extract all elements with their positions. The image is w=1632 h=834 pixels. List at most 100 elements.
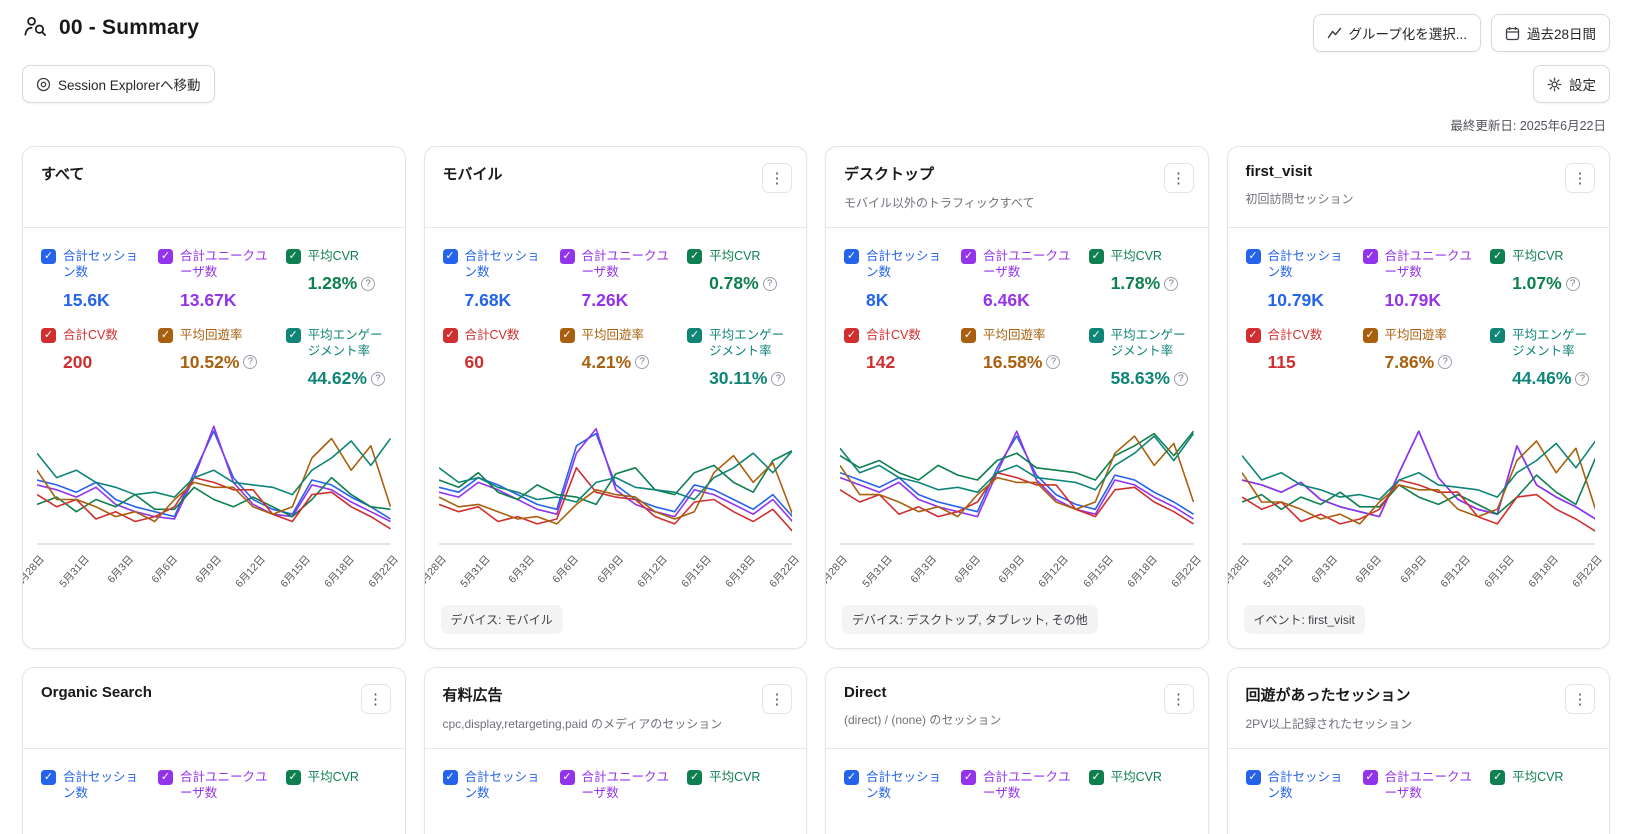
checkbox-icon[interactable]: ✓ [961, 249, 977, 264]
group-select-button[interactable]: グループ化を選択... [1312, 14, 1481, 52]
checkbox-icon[interactable]: ✓ [1245, 770, 1261, 785]
checkbox-icon[interactable]: ✓ [687, 770, 703, 785]
checkbox-icon[interactable]: ✓ [559, 249, 575, 264]
checkbox-icon[interactable]: ✓ [961, 770, 977, 785]
metric-toggle[interactable]: ✓ 平均エンゲージメント率 [285, 327, 391, 360]
session-explorer-button[interactable]: Session Explorerへ移動 [22, 65, 215, 103]
checkbox-icon[interactable]: ✓ [1362, 327, 1378, 343]
checkbox-icon[interactable]: ✓ [285, 249, 301, 264]
metric-toggle[interactable]: ✓ 合計ユニークユーザ数 [158, 248, 276, 281]
checkbox-icon[interactable]: ✓ [41, 249, 56, 264]
checkbox-icon[interactable]: ✓ [442, 770, 458, 785]
help-icon[interactable]: ? [1173, 371, 1188, 386]
help-icon[interactable]: ? [1046, 355, 1061, 370]
metric-toggle[interactable]: ✓ 平均回遊率 [1362, 327, 1481, 343]
settings-label: 設定 [1569, 78, 1596, 93]
checkbox-icon[interactable]: ✓ [41, 327, 56, 343]
metric-toggle[interactable]: ✓ 平均CVR [1490, 769, 1595, 785]
help-icon[interactable]: ? [635, 355, 650, 370]
metric-toggle[interactable]: ✓ 平均CVR [1088, 769, 1194, 785]
settings-button[interactable]: 設定 [1533, 65, 1610, 103]
card-menu-button[interactable]: ⋮ [762, 684, 792, 714]
help-icon[interactable]: ? [1575, 371, 1590, 386]
metric-toggle[interactable]: ✓ 合計セッション数 [1245, 769, 1353, 802]
checkbox-icon[interactable]: ✓ [1088, 327, 1104, 343]
card-header: デスクトップ モバイル以外のトラフィックすべて ⋮ [826, 147, 1208, 227]
metric-toggle[interactable]: ✓ 平均回遊率 [158, 327, 276, 343]
metric-toggle[interactable]: ✓ 平均CVR [1490, 248, 1595, 264]
help-icon[interactable]: ? [361, 276, 376, 291]
metric-toggle[interactable]: ✓ 合計セッション数 [844, 769, 951, 802]
metric-toggle[interactable]: ✓ 合計ユニークユーザ数 [559, 769, 678, 802]
help-icon[interactable]: ? [1565, 276, 1580, 291]
checkbox-icon[interactable]: ✓ [844, 249, 859, 264]
checkbox-icon[interactable]: ✓ [1088, 249, 1104, 264]
metric-toggle[interactable]: ✓ 平均回遊率 [961, 327, 1079, 343]
checkbox-icon[interactable]: ✓ [1245, 327, 1261, 343]
checkbox-icon[interactable]: ✓ [687, 327, 703, 343]
card-menu-button[interactable]: ⋮ [762, 163, 792, 193]
checkbox-icon[interactable]: ✓ [41, 770, 56, 785]
card-menu-button[interactable]: ⋮ [1565, 163, 1595, 193]
metric-label: 合計ユニークユーザ数 [983, 770, 1071, 801]
checkbox-icon[interactable]: ✓ [158, 327, 174, 343]
card-title: 有料広告 [442, 687, 503, 704]
metric-toggle[interactable]: ✓ 合計セッション数 [442, 769, 550, 802]
metric-toggle[interactable]: ✓ 平均エンゲージメント率 [687, 327, 792, 360]
metric-toggle[interactable]: ✓ 合計CV数 [844, 327, 951, 343]
metric-toggle[interactable]: ✓ 合計セッション数 [442, 248, 550, 281]
checkbox-icon[interactable]: ✓ [559, 327, 575, 343]
metric-toggle[interactable]: ✓ 合計CV数 [41, 327, 148, 343]
checkbox-icon[interactable]: ✓ [158, 249, 174, 264]
metric-toggle[interactable]: ✓ 平均エンゲージメント率 [1088, 327, 1194, 360]
checkbox-icon[interactable]: ✓ [1490, 770, 1506, 785]
metric-toggle[interactable]: ✓ 平均CVR [1088, 248, 1194, 264]
metric-toggle[interactable]: ✓ 合計ユニークユーザ数 [559, 248, 678, 281]
checkbox-icon[interactable]: ✓ [1362, 249, 1378, 264]
metric-toggle[interactable]: ✓ 合計ユニークユーザ数 [961, 248, 1079, 281]
metric-toggle[interactable]: ✓ 平均CVR [687, 769, 792, 785]
metric-toggle[interactable]: ✓ 平均CVR [285, 248, 391, 264]
checkbox-icon[interactable]: ✓ [1362, 770, 1378, 785]
checkbox-icon[interactable]: ✓ [559, 770, 575, 785]
checkbox-icon[interactable]: ✓ [1088, 770, 1104, 785]
checkbox-icon[interactable]: ✓ [442, 249, 458, 264]
metric-toggle[interactable]: ✓ 合計セッション数 [41, 769, 148, 802]
checkbox-icon[interactable]: ✓ [844, 770, 859, 785]
metric-toggle[interactable]: ✓ 合計ユニークユーザ数 [961, 769, 1079, 802]
help-icon[interactable]: ? [762, 276, 777, 291]
checkbox-icon[interactable]: ✓ [285, 327, 301, 343]
metric-toggle[interactable]: ✓ 合計セッション数 [41, 248, 148, 281]
card-menu-button[interactable]: ⋮ [1565, 684, 1595, 714]
metric-toggle[interactable]: ✓ 平均エンゲージメント率 [1490, 327, 1595, 360]
metric-toggle[interactable]: ✓ 合計ユニークユーザ数 [1362, 769, 1481, 802]
metric-toggle[interactable]: ✓ 合計CV数 [442, 327, 550, 343]
card-menu-button[interactable]: ⋮ [360, 684, 391, 714]
metric-toggle[interactable]: ✓ 平均回遊率 [559, 327, 678, 343]
metric-toggle[interactable]: ✓ 合計ユニークユーザ数 [1362, 248, 1481, 281]
metric-toggle[interactable]: ✓ 平均CVR [285, 769, 391, 785]
date-range-button[interactable]: 過去28日間 [1490, 14, 1610, 52]
metric-toggle[interactable]: ✓ 合計セッション数 [1245, 248, 1353, 281]
checkbox-icon[interactable]: ✓ [1245, 249, 1261, 264]
checkbox-icon[interactable]: ✓ [285, 770, 301, 785]
help-icon[interactable]: ? [1164, 276, 1179, 291]
help-icon[interactable]: ? [243, 355, 258, 370]
checkbox-icon[interactable]: ✓ [1490, 327, 1506, 343]
checkbox-icon[interactable]: ✓ [687, 249, 703, 264]
checkbox-icon[interactable]: ✓ [844, 327, 859, 343]
checkbox-icon[interactable]: ✓ [158, 770, 174, 785]
card-menu-button[interactable]: ⋮ [1163, 163, 1194, 193]
metric-toggle[interactable]: ✓ 合計CV数 [1245, 327, 1353, 343]
metric-toggle[interactable]: ✓ 平均CVR [687, 248, 792, 264]
checkbox-icon[interactable]: ✓ [1490, 249, 1506, 264]
checkbox-icon[interactable]: ✓ [961, 327, 977, 343]
help-icon[interactable]: ? [771, 371, 786, 386]
card-menu-button[interactable]: ⋮ [1163, 684, 1194, 714]
metric-toggle[interactable]: ✓ 合計ユニークユーザ数 [158, 769, 276, 802]
checkbox-icon[interactable]: ✓ [442, 327, 458, 343]
help-icon[interactable]: ? [370, 371, 385, 386]
metric: ✓ 合計ユニークユーザ数 10.79K [1362, 248, 1481, 311]
help-icon[interactable]: ? [1438, 355, 1453, 370]
metric-toggle[interactable]: ✓ 合計セッション数 [844, 248, 951, 281]
